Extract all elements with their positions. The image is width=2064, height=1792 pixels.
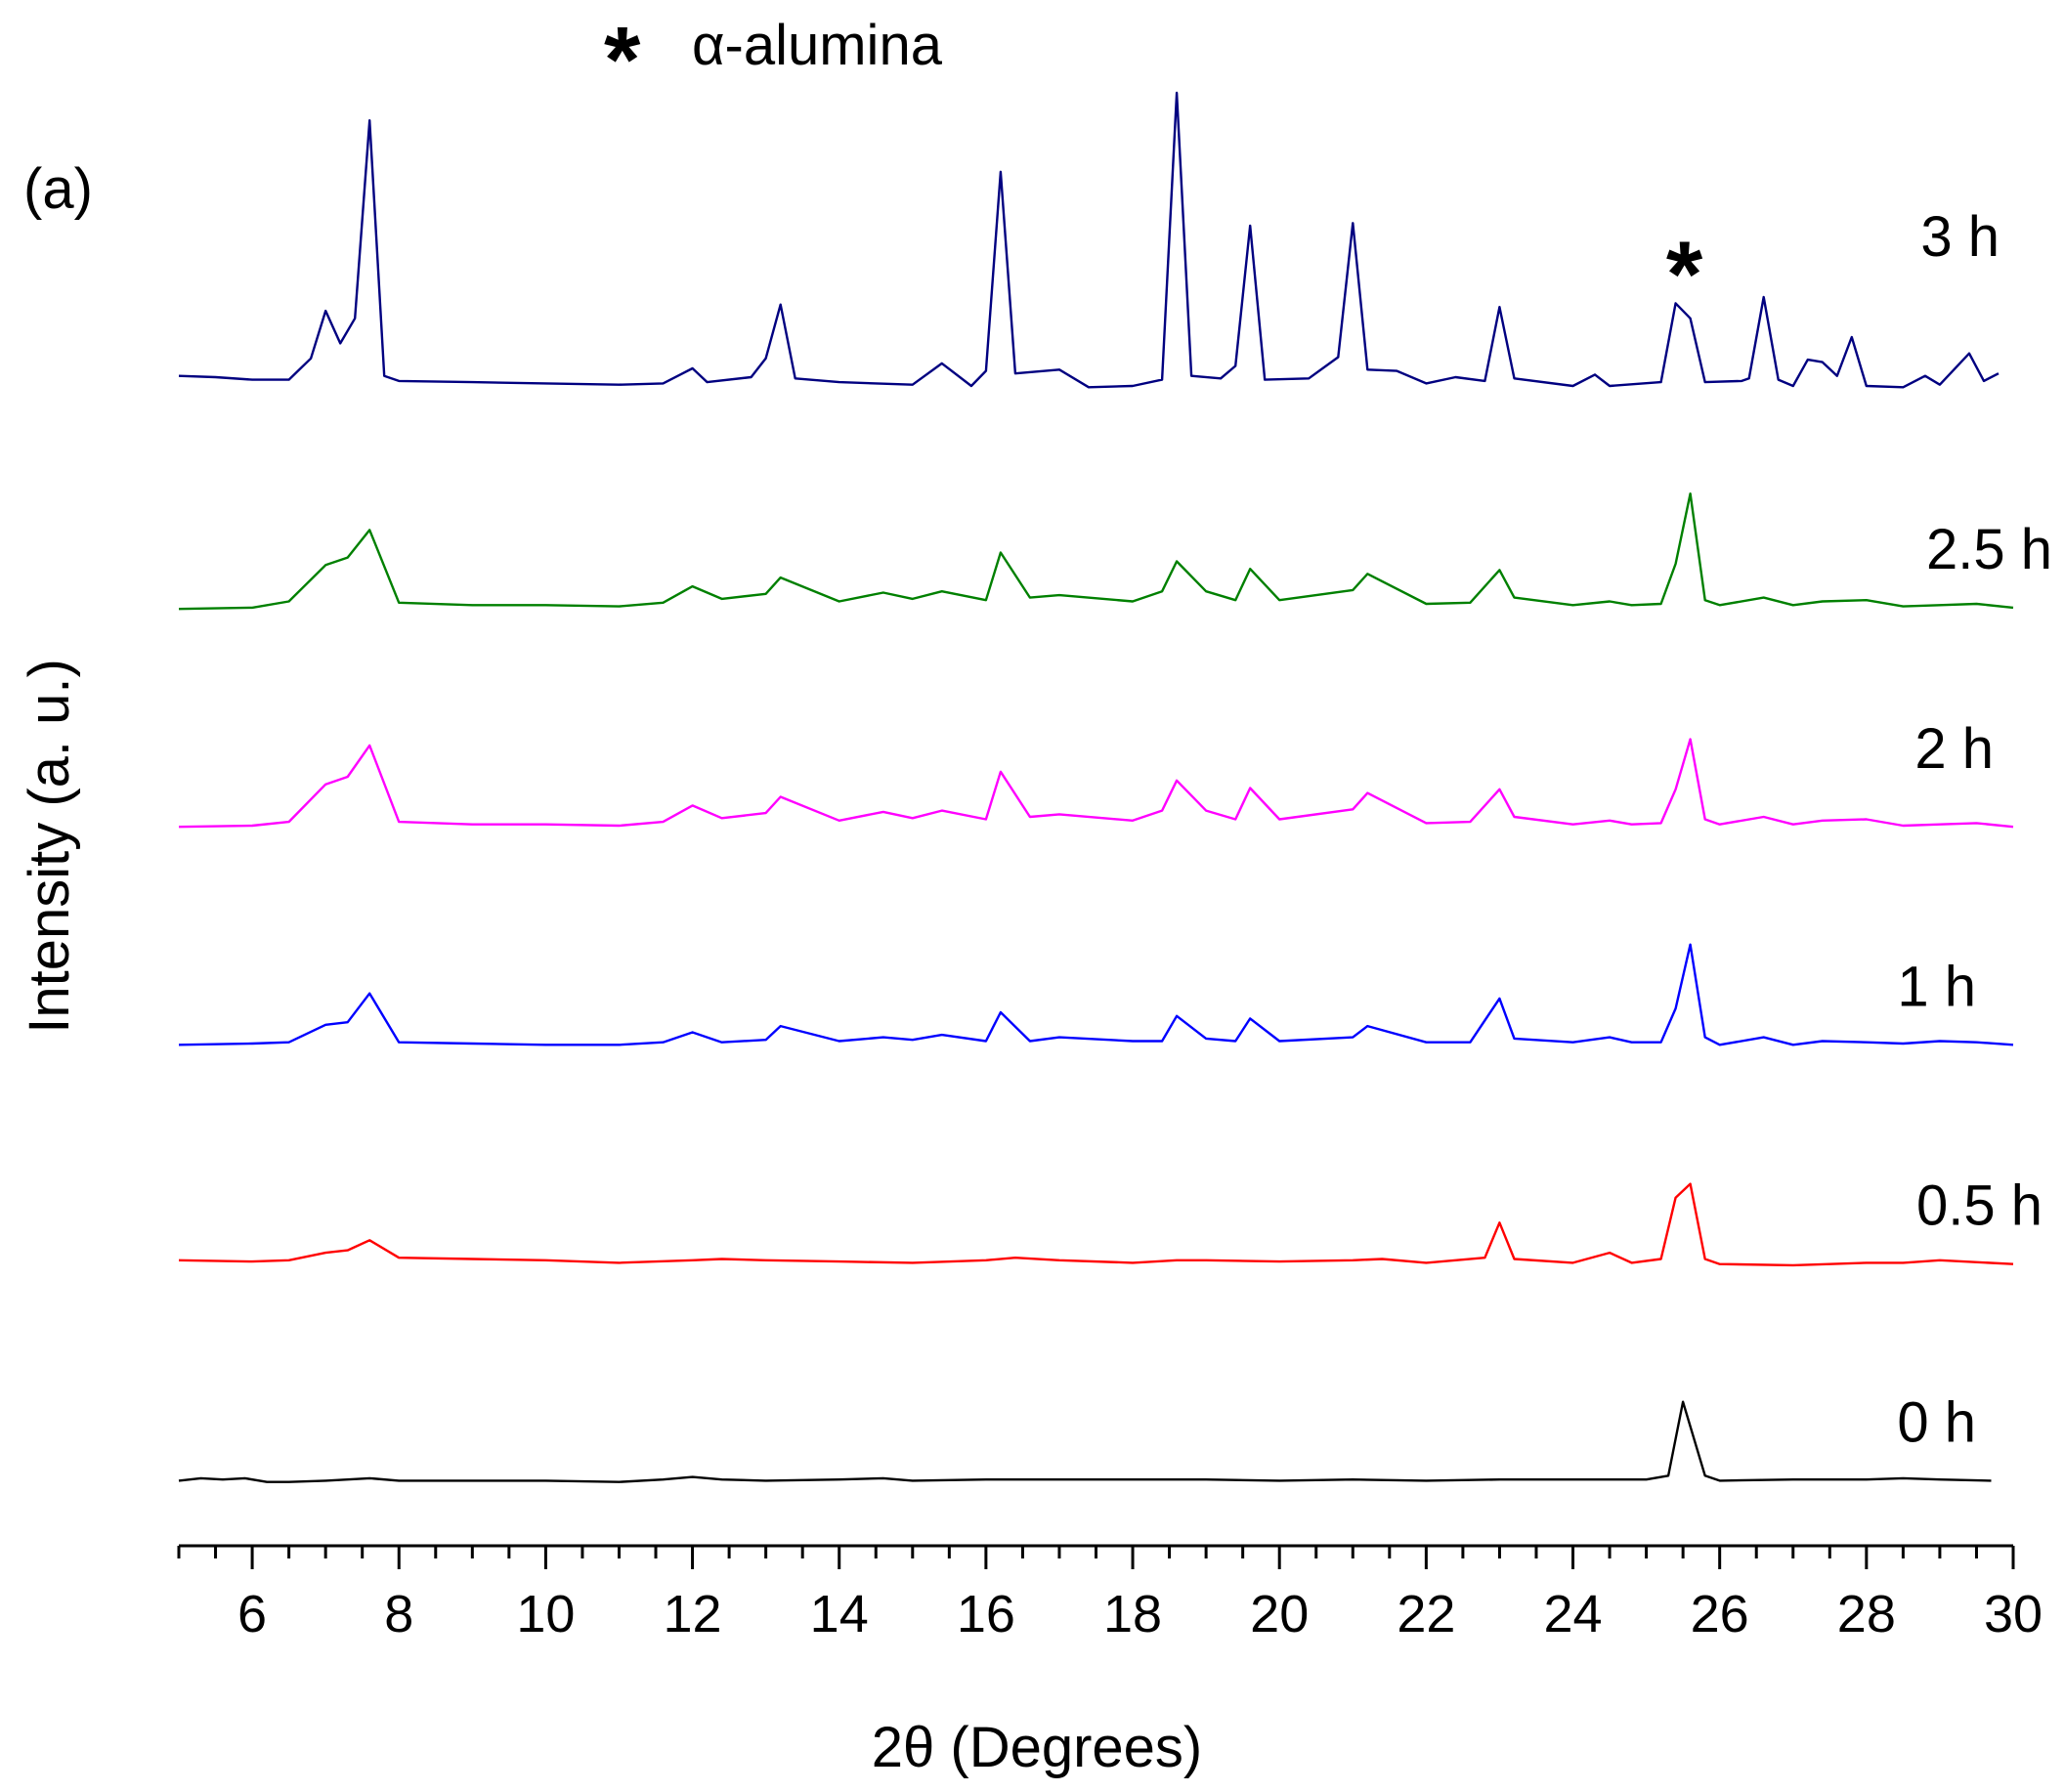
x-tick-label: 18 (1103, 1585, 1162, 1643)
x-tick-label: 6 (237, 1585, 267, 1643)
x-tick-label: 28 (1837, 1585, 1896, 1643)
series-layer (178, 91, 2014, 1483)
x-tick-label: 8 (384, 1585, 413, 1643)
series-label: 1 h (1897, 955, 1976, 1018)
x-tick-label: 22 (1397, 1585, 1455, 1643)
legend-note: α-alumina (692, 14, 943, 77)
series-line-0hh (178, 1400, 1992, 1483)
x-axis-title: 2θ (Degrees) (872, 1716, 1202, 1779)
x-tick-label: 14 (810, 1585, 869, 1643)
x-tick-label: 10 (516, 1585, 575, 1643)
x-tick-label: 26 (1691, 1585, 1749, 1643)
series-label: 2 h (1914, 717, 1994, 781)
series-label: 0.5 h (1916, 1174, 2042, 1238)
alumina-peak-marker-icon: * (1666, 223, 1703, 327)
series-label: 0 h (1897, 1390, 1976, 1454)
series-line-2hh (178, 738, 2014, 829)
series-line-1hh (178, 943, 2014, 1046)
y-axis-title: Intensity (a. u.) (18, 659, 81, 1034)
series-label: 2.5 h (1926, 518, 2052, 581)
series-line-2-5hh (178, 492, 2014, 611)
x-axis: 6 8 10 12 14 16 18 20 22 24 26 28 30 (177, 1544, 2042, 1643)
x-tick-label: 20 (1250, 1585, 1309, 1643)
x-tick-label: 12 (664, 1585, 722, 1643)
series-label: 3 h (1920, 205, 2000, 269)
x-tick-label: 16 (957, 1585, 1015, 1643)
series-line-0-5hh (178, 1182, 2014, 1267)
x-tick-label: 30 (1984, 1585, 2042, 1643)
x-tick-label: 24 (1543, 1585, 1602, 1643)
legend-star-icon: * (604, 8, 641, 112)
series-line-3hh (178, 91, 2000, 389)
panel-label: (a) (23, 157, 93, 221)
series-label-layer: 0 h 0.5 h 1 h 2 h 2.5 h 3 h * (1666, 205, 2052, 1454)
